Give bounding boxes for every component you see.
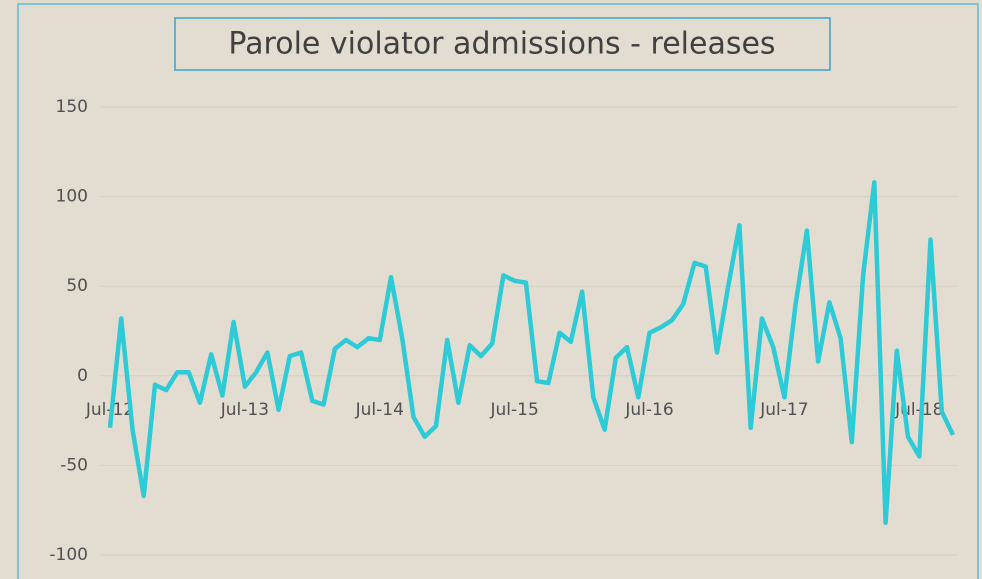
y-tick-label: 50	[66, 276, 88, 296]
x-tick-label: Jul-16	[624, 400, 673, 420]
x-tick-label: Jul-13	[220, 400, 269, 420]
y-tick-label: -100	[49, 545, 88, 565]
chart-border	[17, 3, 979, 579]
x-tick-label: Jul-12	[85, 400, 134, 420]
y-tick-label: 100	[56, 187, 88, 207]
x-tick-label: Jul-17	[759, 400, 808, 420]
title-box	[174, 17, 831, 71]
chart-title: Parole violator admissions - releases	[228, 27, 775, 62]
y-tick-label: -50	[60, 455, 88, 475]
y-tick-label: 0	[77, 366, 88, 386]
data-line	[107, 180, 956, 525]
y-tick-label: 150	[56, 97, 88, 117]
x-tick-label: Jul-14	[355, 400, 404, 420]
x-tick-label: Jul-15	[489, 400, 538, 420]
